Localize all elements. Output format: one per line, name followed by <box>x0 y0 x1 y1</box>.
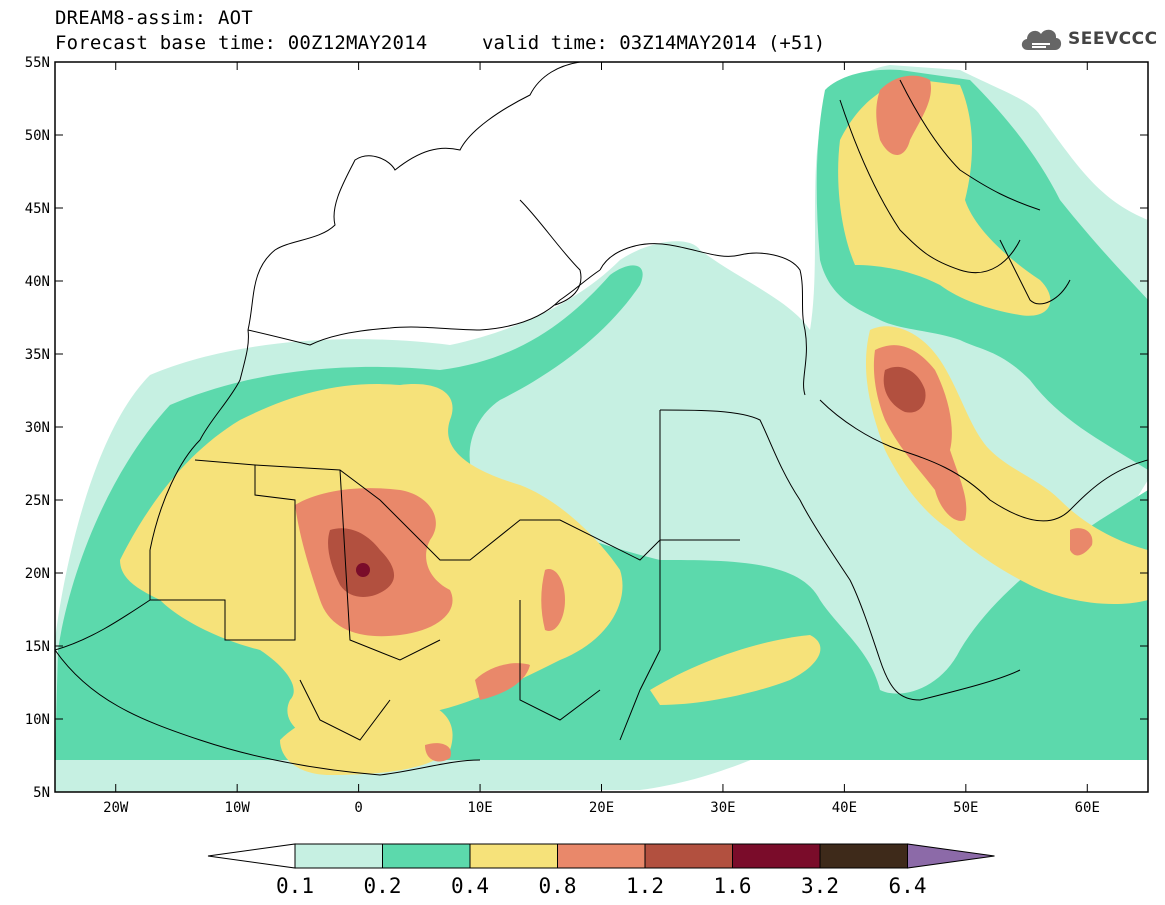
colorbar-level-label: 1.6 <box>714 874 752 898</box>
lon-tick-label: 20E <box>589 800 614 816</box>
colorbar-swatch <box>557 843 646 869</box>
valid-time: valid time: 03Z14MAY2014 (+51) <box>482 32 826 54</box>
logo-text: SEEVCCC <box>1068 29 1158 49</box>
colorbar-swatch <box>294 843 383 869</box>
colorbar-swatch <box>732 843 821 869</box>
lat-tick-label: 40N <box>25 274 50 290</box>
colorbar-swatch <box>382 843 471 869</box>
lon-tick-label: 10W <box>225 800 251 816</box>
colorbar-level-label: 0.1 <box>276 874 314 898</box>
colorbar-level-label: 0.4 <box>451 874 489 898</box>
lat-tick-label: 10N <box>25 712 50 728</box>
colorbar-level-label: 3.2 <box>801 874 839 898</box>
forecast-base-time: Forecast base time: 00Z12MAY2014 <box>55 32 428 54</box>
aot-field <box>55 65 1148 792</box>
colorbar-under-triangle <box>207 843 296 869</box>
lat-tick-label: 50N <box>25 128 50 144</box>
lat-tick-label: 45N <box>25 201 50 217</box>
colorbar-level-label: 6.4 <box>889 874 927 898</box>
colorbar-level-label: 0.2 <box>364 874 402 898</box>
colorbar-swatch <box>819 843 908 869</box>
coastlines <box>55 62 1148 776</box>
lon-tick-label: 10E <box>467 800 492 816</box>
lat-tick-label: 25N <box>25 493 50 509</box>
lat-tick-label: 55N <box>25 55 50 71</box>
colorbar-level-label: 1.2 <box>626 874 664 898</box>
map-title: DREAM8-assim: AOT <box>55 7 253 29</box>
lon-tick-label: 60E <box>1075 800 1100 816</box>
lon-tick-label: 50E <box>953 800 978 816</box>
lat-tick-label: 5N <box>33 785 50 801</box>
lon-tick-label: 40E <box>832 800 857 816</box>
lon-tick-label: 30E <box>710 800 735 816</box>
colorbar-swatch <box>469 843 558 869</box>
longitude-axis: 20W 10W 0 10E 20E 30E 40E 50E 60E <box>103 62 1100 816</box>
lat-tick-label: 20N <box>25 566 50 582</box>
colorbar: 0.1 0.2 0.4 0.8 1.2 1.6 3.2 6.4 <box>207 843 995 898</box>
colorbar-swatch <box>644 843 733 869</box>
colorbar-level-label: 0.8 <box>539 874 577 898</box>
lon-tick-label: 0 <box>354 800 362 816</box>
lon-tick-label: 20W <box>103 800 129 816</box>
lat-tick-label: 30N <box>25 420 50 436</box>
cloud-icon <box>1021 29 1062 50</box>
colorbar-over-triangle <box>907 843 995 869</box>
seevccc-logo: SEEVCCC <box>1018 24 1158 54</box>
aot-band-1.6 <box>356 563 370 577</box>
lat-tick-label: 15N <box>25 639 50 655</box>
latitude-axis: 55N 50N 45N 40N 35N 30N 25N 20N 15N 10N 5N <box>25 55 1148 801</box>
lat-tick-label: 35N <box>25 347 50 363</box>
